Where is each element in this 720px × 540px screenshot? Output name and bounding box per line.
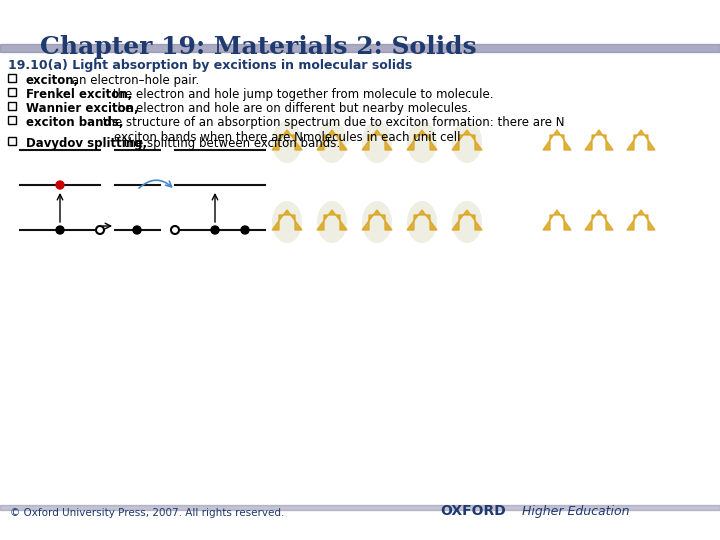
Text: Higher Education: Higher Education — [518, 505, 629, 518]
Circle shape — [96, 226, 104, 234]
Ellipse shape — [272, 201, 302, 243]
Polygon shape — [452, 210, 482, 230]
Ellipse shape — [317, 121, 347, 163]
Circle shape — [56, 181, 64, 189]
Polygon shape — [272, 130, 302, 150]
Ellipse shape — [407, 201, 437, 243]
Text: Frenkel exciton,: Frenkel exciton, — [26, 88, 132, 101]
Ellipse shape — [272, 121, 302, 163]
Text: the electron and hole jump together from molecule to molecule.: the electron and hole jump together from… — [109, 88, 494, 101]
Text: exciton,: exciton, — [26, 74, 79, 87]
Bar — [8, 137, 16, 145]
Polygon shape — [585, 130, 613, 150]
Text: 19.10(a) Light absorption by excitions in molecular solids: 19.10(a) Light absorption by excitions i… — [8, 59, 413, 72]
Circle shape — [211, 226, 219, 234]
Bar — [8, 102, 16, 110]
Polygon shape — [627, 210, 655, 230]
Text: © Oxford University Press, 2007. All rights reserved.: © Oxford University Press, 2007. All rig… — [10, 508, 284, 518]
Text: Davydov splitting,: Davydov splitting, — [26, 137, 147, 150]
Polygon shape — [627, 130, 655, 150]
Text: the splitting between exciton bands.: the splitting between exciton bands. — [120, 137, 340, 150]
Polygon shape — [362, 130, 392, 150]
Polygon shape — [407, 210, 437, 230]
Polygon shape — [362, 210, 392, 230]
Polygon shape — [543, 210, 571, 230]
Text: Chapter 19: Materials 2: Solids: Chapter 19: Materials 2: Solids — [40, 35, 477, 59]
Polygon shape — [543, 130, 571, 150]
Ellipse shape — [317, 201, 347, 243]
Ellipse shape — [452, 121, 482, 163]
Bar — [0, 505, 720, 510]
Ellipse shape — [362, 201, 392, 243]
Ellipse shape — [407, 121, 437, 163]
Text: OXFORD: OXFORD — [440, 504, 505, 518]
Polygon shape — [317, 210, 347, 230]
Text: the structure of an absorption spectrum due to exciton formation: there are N
  : the structure of an absorption spectrum … — [99, 116, 564, 144]
Text: an electron–hole pair.: an electron–hole pair. — [68, 74, 199, 87]
Bar — [0, 44, 720, 52]
Circle shape — [56, 226, 64, 234]
Bar — [8, 116, 16, 124]
Circle shape — [171, 226, 179, 234]
Circle shape — [241, 226, 249, 234]
Polygon shape — [452, 130, 482, 150]
Text: exciton bands,: exciton bands, — [26, 116, 124, 129]
Circle shape — [133, 226, 141, 234]
Polygon shape — [585, 210, 613, 230]
Text: the electron and hole are on different but nearby molecules.: the electron and hole are on different b… — [109, 102, 472, 115]
Text: Wannier exciton,: Wannier exciton, — [26, 102, 139, 115]
Bar — [8, 74, 16, 82]
Polygon shape — [407, 130, 437, 150]
Bar — [8, 88, 16, 96]
Polygon shape — [272, 210, 302, 230]
Ellipse shape — [452, 201, 482, 243]
Polygon shape — [317, 130, 347, 150]
Ellipse shape — [362, 121, 392, 163]
